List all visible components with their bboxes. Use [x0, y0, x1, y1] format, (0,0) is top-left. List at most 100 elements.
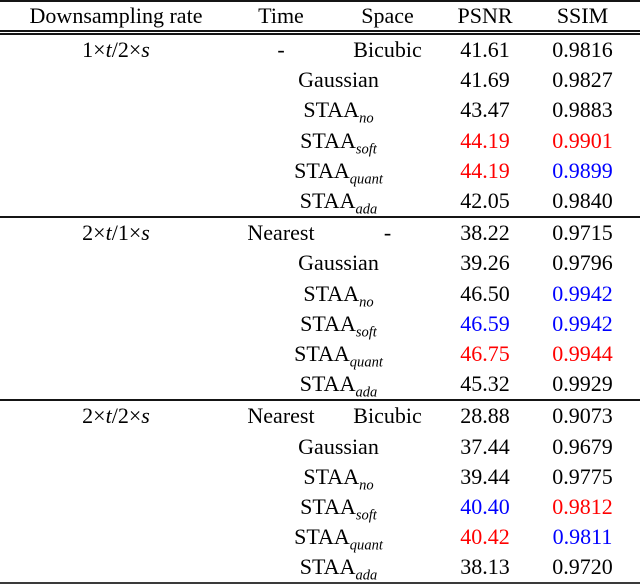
psnr-value-cell: 38.13 [460, 554, 510, 580]
method-subscript: ada [355, 567, 378, 584]
method-subscript: quant [349, 171, 383, 188]
downsampling-rate-cell [0, 369, 232, 400]
psnr-value-cell: 40.42 [460, 524, 510, 550]
ssim-value-cell: 0.9944 [552, 340, 613, 366]
psnr-value-cell: 44.19 [460, 157, 510, 183]
psnr-value-cell: 46.59 [460, 310, 510, 336]
method-subscript: quant [349, 354, 383, 371]
col-header-ssim: SSIM [525, 1, 640, 35]
table-row: STAAada 38.13 0.9720 [0, 552, 640, 583]
col-header-space: Space [330, 1, 445, 35]
space-cell: Bicubic [353, 37, 422, 63]
ssim-value-cell: 0.9720 [552, 554, 613, 580]
header-row: Downsampling rate Time Space PSNR SSIM [0, 1, 640, 35]
downsampling-rate-cell [0, 65, 232, 95]
table-row: STAAno 39.44 0.9775 [0, 462, 640, 494]
downsampling-rate-cell [0, 126, 232, 156]
method-subscript: ada [355, 384, 378, 401]
psnr-value-cell: 39.26 [460, 250, 510, 276]
table-group: 2×t/2×s Nearest Bicubic 28.88 0.9073 Gaussian… [0, 400, 640, 583]
method-subscript: quant [349, 537, 383, 554]
ssim-value-cell: 0.9899 [552, 157, 613, 183]
psnr-value-cell: 45.32 [460, 371, 510, 397]
time-cell: Nearest [247, 220, 315, 246]
table-row: STAAsoft 46.59 0.9942 [0, 309, 640, 341]
psnr-value-cell: 44.19 [460, 127, 510, 153]
table-row: STAAquant 40.42 0.9811 [0, 522, 640, 554]
psnr-value-cell: 46.75 [460, 340, 510, 366]
table-row: STAAsoft 44.19 0.9901 [0, 126, 640, 158]
table-group: 2×t/1×s Nearest - 38.22 0.9715 Gaussian 39.26 0… [0, 217, 640, 400]
method-cell: STAAno [303, 280, 374, 310]
psnr-value-cell: 39.44 [460, 463, 510, 489]
ssim-value-cell: 0.9840 [552, 188, 613, 214]
method-cell: Gaussian [298, 67, 379, 93]
table-row: Gaussian 37.44 0.9679 [0, 431, 640, 461]
method-cell: STAAada [299, 188, 378, 218]
downsampling-rate-cell: 1×t/2×s [82, 37, 150, 63]
method-cell: STAAquant [294, 157, 383, 188]
method-cell: Gaussian [298, 433, 379, 459]
method-cell: STAAsoft [300, 493, 377, 524]
table-row: STAAquant 46.75 0.9944 [0, 339, 640, 371]
col-header-psnr: PSNR [445, 1, 525, 35]
downsampling-rate-cell [0, 431, 232, 461]
ssim-value-cell: 0.9073 [552, 403, 613, 429]
downsampling-rate-cell: 2×t/2×s [82, 403, 150, 429]
downsampling-rate-cell [0, 552, 232, 583]
ssim-value-cell: 0.9812 [552, 493, 613, 519]
method-cell: STAAno [303, 97, 374, 127]
downsampling-rate-cell [0, 156, 232, 186]
table-row: 1×t/2×s - Bicubic 41.61 0.9816 [0, 33, 640, 66]
table-header: Downsampling rate Time Space PSNR SSIM [0, 1, 640, 35]
downsampling-rate-cell: 2×t/1×s [82, 220, 150, 246]
psnr-value-cell: 41.69 [460, 67, 510, 93]
method-cell: STAAsoft [300, 310, 377, 341]
method-cell: STAAquant [294, 340, 383, 371]
table-row: STAAada 45.32 0.9929 [0, 369, 640, 400]
table-row: STAAquant 44.19 0.9899 [0, 156, 640, 188]
table-row: Gaussian 39.26 0.9796 [0, 248, 640, 278]
method-cell: STAAada [299, 554, 378, 584]
time-cell: - [277, 37, 285, 63]
psnr-value-cell: 41.61 [460, 37, 510, 63]
ssim-value-cell: 0.9942 [552, 280, 613, 306]
downsampling-rate-cell [0, 279, 232, 309]
time-cell: Nearest [247, 403, 315, 429]
psnr-value-cell: 37.44 [460, 433, 510, 459]
table-row: Gaussian 41.69 0.9827 [0, 65, 640, 95]
ssim-value-cell: 0.9929 [552, 371, 613, 397]
ssim-value-cell: 0.9796 [552, 250, 613, 276]
method-cell: STAAada [299, 371, 378, 401]
table-row: STAAno 43.47 0.9883 [0, 95, 640, 127]
method-subscript: no [359, 293, 374, 310]
psnr-value-cell: 40.40 [460, 493, 510, 519]
ssim-value-cell: 0.9679 [552, 433, 613, 459]
method-cell: STAAquant [294, 524, 383, 554]
ssim-value-cell: 0.9775 [552, 463, 613, 489]
ssim-value-cell: 0.9827 [552, 67, 613, 93]
method-cell: STAAno [303, 463, 374, 494]
table-row: STAAno 46.50 0.9942 [0, 279, 640, 310]
psnr-value-cell: 42.05 [460, 188, 510, 214]
ssim-value-cell: 0.9816 [552, 37, 613, 63]
downsampling-rate-cell [0, 492, 232, 522]
ssim-value-cell: 0.9715 [552, 220, 613, 246]
method-cell: Gaussian [298, 250, 379, 276]
downsampling-rate-cell [0, 462, 232, 492]
ssim-value-cell: 0.9811 [552, 524, 613, 550]
table-group: 1×t/2×s - Bicubic 41.61 0.9816 Gaussian 41.69 0… [0, 33, 640, 218]
downsampling-rate-cell [0, 248, 232, 278]
psnr-value-cell: 38.22 [460, 220, 510, 246]
space-cell: - [383, 220, 392, 246]
psnr-value-cell: 46.50 [460, 280, 510, 306]
method-subscript: soft [355, 324, 377, 341]
table-row: 2×t/1×s Nearest - 38.22 0.9715 [0, 217, 640, 248]
ssim-value-cell: 0.9901 [552, 127, 613, 153]
method-subscript: soft [355, 141, 377, 158]
table-row: STAAada 42.05 0.9840 [0, 186, 640, 217]
col-header-downsampling-rate: Downsampling rate [0, 1, 232, 35]
ssim-value-cell: 0.9942 [552, 310, 613, 336]
space-cell: Bicubic [353, 403, 422, 429]
